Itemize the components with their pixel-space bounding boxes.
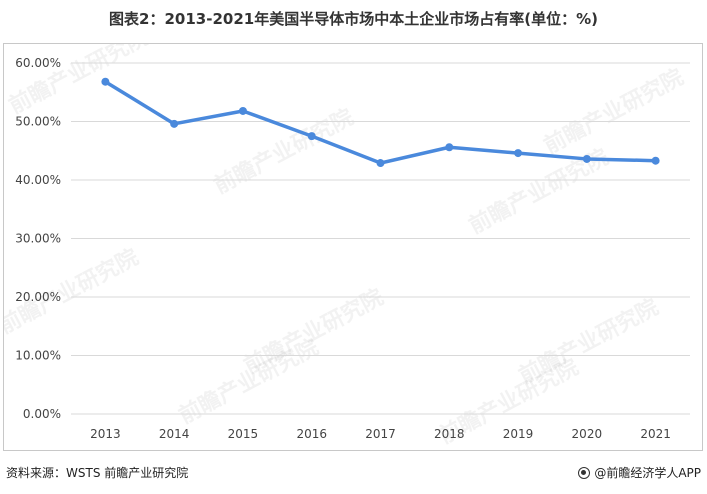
x-tick-label: 2013: [90, 427, 121, 441]
x-tick-label: 2016: [296, 427, 327, 441]
y-tick-label: 0.00%: [23, 407, 61, 421]
watermark-text: 前瞻产业研究院: [175, 334, 323, 429]
data-point: [307, 132, 316, 141]
data-point: [170, 119, 179, 128]
y-tick-label: 20.00%: [15, 290, 61, 304]
x-tick-label: 2019: [503, 427, 534, 441]
data-point: [101, 77, 110, 86]
x-tick-label: 2018: [434, 427, 465, 441]
data-point: [651, 156, 660, 165]
y-tick-label: 10.00%: [15, 349, 61, 363]
y-tick-label: 40.00%: [15, 173, 61, 187]
watermark-text: 前瞻产业研究院: [210, 104, 358, 199]
x-tick-label: 2014: [159, 427, 190, 441]
x-tick-label: 2015: [228, 427, 259, 441]
data-point: [238, 106, 247, 115]
brand-label: @前瞻经济学人APP: [594, 466, 701, 480]
watermark-text: 前瞻产业研究院: [540, 64, 688, 159]
chart-title: 图表2：2013-2021年美国半导体市场中本土企业市场占有率(单位：%): [109, 10, 598, 28]
y-tick-label: 60.00%: [15, 56, 61, 70]
x-axis: 2013 2014 2015 2016 2017 2018 2019 2020 2021: [90, 427, 671, 441]
x-tick-label: 2020: [572, 427, 603, 441]
y-tick-label: 50.00%: [15, 115, 61, 129]
x-tick-label: 2017: [365, 427, 396, 441]
data-point: [445, 143, 454, 152]
brand-logo-icon: [578, 466, 591, 479]
data-point: [376, 159, 385, 168]
chart-frame: 前瞻产业研究院 前瞻产业研究院 前瞻产业研究院 前瞻产业研究院 前瞻产业研究院 前瞻产业研…: [0, 24, 703, 451]
series-layer: [101, 77, 660, 168]
y-tick-label: 30.00%: [15, 232, 61, 246]
data-point: [514, 149, 523, 158]
x-tick-label: 2021: [640, 427, 671, 441]
source-note: 资料来源：WSTS 前瞻产业研究院: [6, 466, 189, 480]
brand-credit: @前瞻经济学人APP: [578, 464, 701, 481]
y-axis: 0.00% 10.00% 20.00% 30.00% 40.00% 50.00% 60.00…: [15, 56, 61, 421]
data-point: [582, 154, 591, 163]
